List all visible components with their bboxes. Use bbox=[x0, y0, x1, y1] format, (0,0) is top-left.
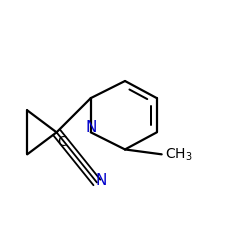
Text: C: C bbox=[57, 134, 67, 148]
Text: CH$_3$: CH$_3$ bbox=[165, 146, 193, 162]
Text: N: N bbox=[85, 120, 96, 136]
Text: N: N bbox=[96, 173, 107, 188]
